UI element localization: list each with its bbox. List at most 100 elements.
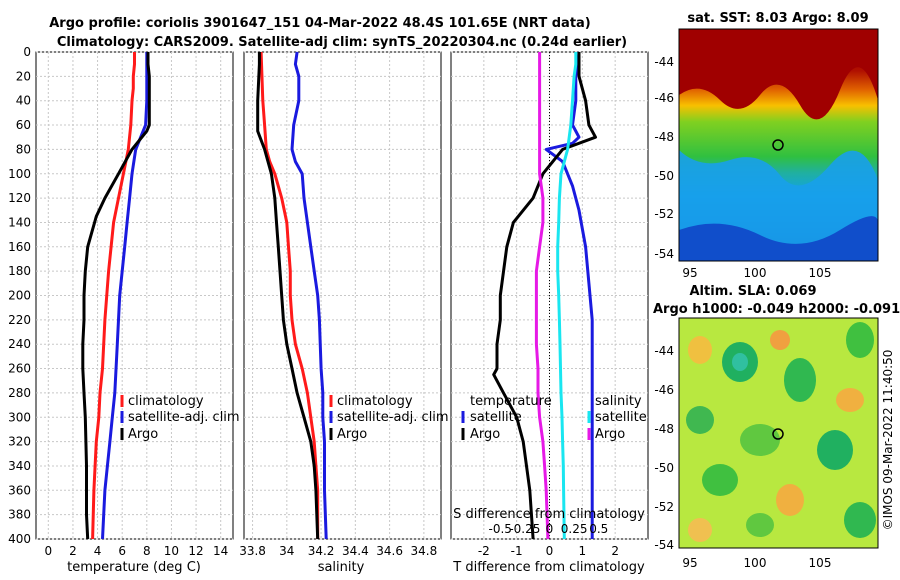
depth-tick-label: 220 xyxy=(8,313,31,327)
x-tick-label: 1 xyxy=(579,544,587,558)
sla-lat-label: -44 xyxy=(654,344,674,358)
sla-map-frame xyxy=(678,317,879,549)
legend-satellite-adj-clim: satellite-adj. clim xyxy=(128,410,240,425)
sla-lat-label: -48 xyxy=(654,422,674,436)
sla-field xyxy=(679,318,878,548)
salinity-xlabel: salinity xyxy=(318,560,365,575)
sla-eddy xyxy=(836,388,864,412)
series-line-salinity-argo xyxy=(534,52,550,540)
legend-sal-argo: Argo xyxy=(595,427,625,442)
sst-lon-label: 95 xyxy=(682,266,697,280)
sla-eddy xyxy=(817,430,853,470)
x-tick-label: 2 xyxy=(69,544,77,558)
sla-lon-label: 105 xyxy=(809,556,832,570)
sst-map: sat. SST: 8.03 Argo: 8.09 -44 -46 -48 -5… xyxy=(654,11,879,280)
depth-tick-label: 260 xyxy=(8,362,31,376)
temperature-panel: 0 2 4 6 8 10 12 14 temperature (deg C) climatol… xyxy=(35,51,240,575)
x-tick-label: 34.6 xyxy=(376,544,403,558)
sla-eddy xyxy=(686,406,714,434)
difference-legend: temperature satellite Argo salinity sate… xyxy=(461,394,647,442)
sla-eddy xyxy=(776,484,804,516)
depth-tick-label: 360 xyxy=(8,483,31,497)
sst-lon-label: 100 xyxy=(744,266,767,280)
depth-tick-label: 40 xyxy=(16,94,31,108)
depth-tick-label: 300 xyxy=(8,410,31,424)
sla-eddy xyxy=(688,518,712,542)
x-tick-label: 12 xyxy=(188,544,203,558)
sla-lat-label: -50 xyxy=(654,461,674,475)
sst-map-frame xyxy=(678,28,879,262)
sst-lat-label: -50 xyxy=(654,169,674,183)
depth-tick-label: 200 xyxy=(8,289,31,303)
sst-map-title: sat. SST: 8.03 Argo: 8.09 xyxy=(687,11,868,26)
temperature-xlabel: temperature (deg C) xyxy=(67,560,201,575)
x-tick-label: 0 xyxy=(44,544,52,558)
depth-tick-label: 140 xyxy=(8,215,31,229)
depth-tick-label: 380 xyxy=(8,508,31,522)
sla-eddy xyxy=(846,322,874,358)
legend-temp-argo: Argo xyxy=(470,427,500,442)
legend-salinity-header: salinity xyxy=(595,394,642,409)
sla-eddy xyxy=(740,424,780,456)
argo-location-marker xyxy=(772,428,784,440)
sst-cold-region xyxy=(679,216,878,261)
depth-tick-label: 120 xyxy=(8,191,31,205)
salinity-legend: climatology satellite-adj. clim Argo xyxy=(329,394,449,442)
depth-tick-label: 180 xyxy=(8,264,31,278)
depth-tick-label: 400 xyxy=(8,532,31,546)
depth-tick-label: 20 xyxy=(16,69,31,83)
argo-location-marker xyxy=(772,139,784,151)
depth-tick-label: 80 xyxy=(16,142,31,156)
sst-warm-region xyxy=(679,29,878,120)
series-line-temperature-satellite xyxy=(544,51,594,539)
figure-title-line2: Climatology: CARS2009. Satellite-adj cli… xyxy=(57,35,627,50)
sla-lat-label: -52 xyxy=(654,500,674,514)
s-diff-tick-label: 0.25 xyxy=(561,522,588,536)
temperature-legend: climatology satellite-adj. clim Argo xyxy=(120,394,240,442)
s-diff-tick-label: 0.5 xyxy=(589,522,608,536)
legend-argo: Argo xyxy=(337,427,367,442)
sla-lat-label: -54 xyxy=(654,538,674,552)
series-line-temperature-argo xyxy=(492,52,597,540)
sst-lat-label: -46 xyxy=(654,91,674,105)
depth-tick-label: 60 xyxy=(16,118,31,132)
s-diff-tick-label: -0.25 xyxy=(509,522,540,536)
sla-eddy xyxy=(746,513,774,537)
sla-eddy xyxy=(770,330,790,350)
difference-top-xlabel: S difference from climatology xyxy=(453,507,645,522)
sla-eddy xyxy=(688,336,712,364)
x-tick-label: 34 xyxy=(279,544,294,558)
salinity-panel: 33.8 34 34.2 34.4 34.6 34.8 salinity climatol… xyxy=(239,51,449,575)
series-line-argo xyxy=(81,52,151,540)
depth-tick-label: 160 xyxy=(8,240,31,254)
legend-argo: Argo xyxy=(128,427,158,442)
legend-climatology: climatology xyxy=(128,394,204,409)
depth-tick-label: 340 xyxy=(8,459,31,473)
difference-xlabel: T difference from climatology xyxy=(452,560,645,575)
depth-tick-label: 240 xyxy=(8,337,31,351)
depth-tick-label: 0 xyxy=(23,45,31,59)
sst-lat-label: -54 xyxy=(654,247,674,261)
series-line-climatology xyxy=(259,51,320,539)
x-tick-label: 34.2 xyxy=(308,544,335,558)
x-tick-label: 0 xyxy=(546,544,554,558)
x-tick-label: 33.8 xyxy=(239,544,266,558)
legend-sal-satellite: satellite xyxy=(595,410,647,425)
x-tick-label: -1 xyxy=(511,544,523,558)
depth-tick-label: 280 xyxy=(8,386,31,400)
series-line-satellite-adj-clim xyxy=(290,51,328,540)
sla-lat-label: -46 xyxy=(654,383,674,397)
sst-lat-label: -52 xyxy=(654,207,674,221)
x-tick-label: 34.8 xyxy=(411,544,438,558)
legend-satellite-adj-clim: satellite-adj. clim xyxy=(337,410,449,425)
sla-eddy xyxy=(844,502,876,538)
sla-map: Altim. SLA: 0.069 Argo h1000: -0.049 h20… xyxy=(653,284,900,570)
series-line-salinity-satellite xyxy=(556,52,578,540)
difference-panel: -2 -1 0 1 2 -0.5-0.25 0 0.25 0.5 S difference f… xyxy=(450,51,649,575)
x-tick-label: 34.4 xyxy=(342,544,369,558)
series-line-climatology xyxy=(91,52,136,540)
x-tick-label: 14 xyxy=(213,544,228,558)
x-tick-label: -2 xyxy=(478,544,490,558)
sst-lat-label: -48 xyxy=(654,130,674,144)
